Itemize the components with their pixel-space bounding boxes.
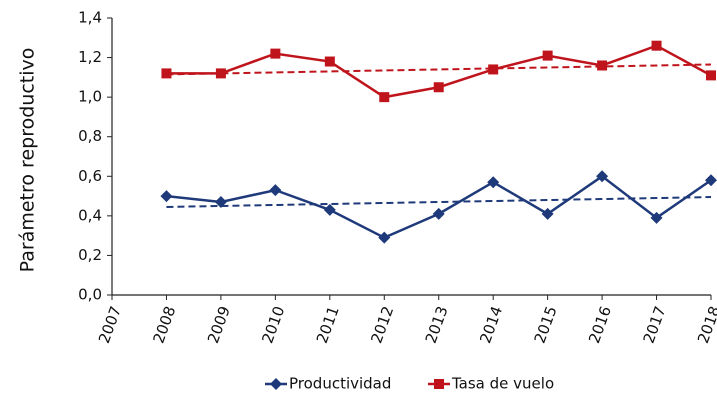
x-tick-label: 2010 (258, 304, 288, 346)
data-point (596, 170, 609, 183)
legend-marker (270, 378, 282, 390)
data-point (269, 184, 282, 197)
data-point (379, 92, 390, 103)
data-point (215, 68, 226, 79)
data-point (541, 207, 554, 220)
data-point (324, 56, 335, 67)
data-point (650, 211, 663, 224)
x-tick-label: 2018 (694, 304, 717, 346)
x-tick-label: 2015 (531, 304, 561, 346)
y-tick-label: 1,0 (78, 88, 102, 106)
y-tick-label: 0,4 (78, 206, 102, 224)
data-point (706, 70, 716, 81)
x-tick-label: 2012 (367, 304, 397, 346)
data-point (160, 190, 173, 203)
trend-line (166, 196, 712, 208)
data-point (433, 82, 444, 93)
data-point (487, 176, 500, 189)
x-tick-label: 2007 (95, 304, 125, 346)
x-tick-label: 2008 (149, 304, 179, 346)
data-point (705, 174, 717, 187)
series-line (166, 174, 712, 240)
y-tick-label: 0,2 (78, 246, 102, 264)
data-point (214, 196, 227, 209)
legend-label: Tasa de vuelo (451, 375, 554, 393)
y-tick-label: 0,6 (78, 167, 102, 185)
y-tick-label: 1,4 (78, 9, 102, 27)
y-tick-label: 1,2 (78, 48, 102, 66)
legend-label: Productividad (289, 375, 391, 393)
data-point (270, 48, 281, 59)
x-tick-label: 2016 (585, 304, 615, 346)
x-tick-label: 2017 (640, 304, 670, 346)
data-point (597, 60, 608, 71)
data-point (542, 50, 553, 61)
data-point (161, 68, 172, 79)
x-tick-label: 2011 (313, 304, 343, 346)
y-tick-label: 0,0 (78, 286, 102, 304)
y-tick-label: 0,8 (78, 127, 102, 145)
y-axis-label: Parámetro reproductivo (17, 48, 39, 273)
x-tick-label: 2014 (476, 304, 506, 346)
data-point (432, 207, 445, 220)
x-tick-label: 2013 (422, 304, 452, 346)
data-point (651, 40, 662, 51)
x-tick-label: 2009 (204, 304, 234, 346)
data-point (378, 231, 391, 244)
data-point (488, 64, 499, 75)
legend-marker (434, 379, 444, 389)
data-point (323, 203, 336, 216)
trend-line (166, 63, 712, 76)
